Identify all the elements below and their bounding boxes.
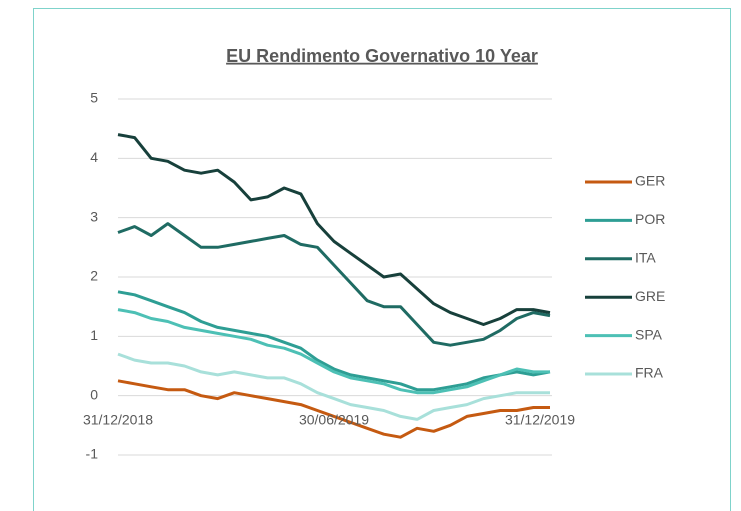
chart-title: EU Rendimento Governativo 10 Year [226, 46, 538, 66]
series-line [117, 133, 551, 326]
legend-label: ITA [635, 250, 656, 266]
legend-label: GER [635, 173, 665, 189]
legend-label: SPA [635, 326, 663, 342]
series-line [117, 379, 550, 439]
legend-label: GRE [635, 288, 665, 304]
series-line [117, 308, 550, 395]
y-tick-label: 0 [90, 386, 98, 402]
y-tick-label: 3 [90, 208, 98, 224]
y-tick-label: 2 [90, 268, 98, 284]
y-tick-label: 5 [90, 90, 98, 106]
x-tick-label: 31/12/2018 [83, 412, 153, 428]
y-tick-label: 4 [90, 149, 98, 165]
legend-label: FRA [635, 365, 664, 381]
y-tick-label: -1 [86, 446, 99, 462]
x-tick-label: 30/06/2019 [299, 412, 369, 428]
x-tick-label: 31/12/2019 [505, 412, 575, 428]
legend-label: POR [635, 211, 665, 227]
series-line [117, 352, 550, 421]
series-line [117, 222, 551, 347]
series-line [117, 290, 551, 392]
y-tick-label: 1 [90, 327, 98, 343]
